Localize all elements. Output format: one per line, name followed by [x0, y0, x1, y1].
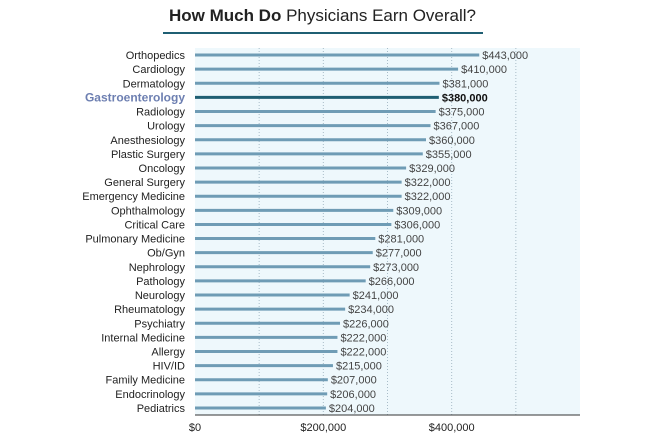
- category-label: Critical Care: [124, 219, 185, 231]
- category-label: Radiology: [136, 107, 185, 119]
- category-label: Ob/Gyn: [147, 248, 185, 260]
- category-label: Emergency Medicine: [82, 191, 185, 203]
- category-label: Plastic Surgery: [111, 149, 185, 161]
- value-label: $381,000: [442, 78, 488, 90]
- category-label: Endocrinology: [115, 389, 185, 401]
- chart-title: How Much Do Physicians Earn Overall?: [0, 6, 645, 26]
- category-label: Psychiatry: [134, 318, 185, 330]
- value-label: $207,000: [331, 375, 377, 387]
- category-label: Nephrology: [129, 262, 186, 274]
- category-label: Pathology: [136, 276, 185, 288]
- value-label: $360,000: [429, 135, 475, 147]
- category-label: Orthopedics: [126, 50, 186, 62]
- chart-title-bold: How Much Do: [168, 6, 282, 25]
- value-label: $206,000: [330, 389, 376, 401]
- title-underline: [163, 32, 483, 34]
- value-label: $322,000: [405, 191, 451, 203]
- category-label: Cardiology: [132, 64, 185, 76]
- category-label: Pediatrics: [137, 403, 186, 415]
- value-label: $306,000: [394, 219, 440, 231]
- value-label: $367,000: [433, 121, 479, 133]
- value-label: $380,000: [442, 92, 488, 104]
- category-label: Dermatology: [123, 78, 186, 90]
- value-label: $222,000: [340, 332, 386, 344]
- value-label: $281,000: [378, 234, 424, 246]
- category-label: Anesthesiology: [110, 135, 185, 147]
- value-label: $273,000: [373, 262, 419, 274]
- value-label: $204,000: [329, 403, 375, 415]
- value-label: $410,000: [461, 64, 507, 76]
- category-label: Internal Medicine: [101, 332, 185, 344]
- value-label: $355,000: [426, 149, 472, 161]
- category-label: Oncology: [139, 163, 186, 175]
- value-label: $222,000: [340, 346, 386, 358]
- value-label: $215,000: [336, 361, 382, 373]
- category-label: Family Medicine: [106, 375, 185, 387]
- x-tick-label: $200,000: [300, 422, 346, 434]
- value-label: $234,000: [348, 304, 394, 316]
- x-tick-label: $0: [189, 422, 201, 434]
- category-label: Allergy: [151, 346, 185, 358]
- category-label: Rheumatology: [114, 304, 185, 316]
- value-label: $241,000: [353, 290, 399, 302]
- category-label: General Surgery: [104, 177, 185, 189]
- category-label: Neurology: [135, 290, 186, 302]
- value-label: $266,000: [369, 276, 415, 288]
- value-label: $375,000: [439, 107, 485, 119]
- value-label: $309,000: [396, 205, 442, 217]
- x-tick-label: $400,000: [429, 422, 475, 434]
- category-label: Urology: [147, 121, 185, 133]
- chart-title-rest: Physicians Earn Overall?: [286, 6, 477, 25]
- category-label: Gastroenterology: [85, 90, 185, 104]
- value-label: $322,000: [405, 177, 451, 189]
- value-label: $277,000: [376, 248, 422, 260]
- value-label: $443,000: [482, 50, 528, 62]
- category-label: Ophthalmology: [111, 205, 185, 217]
- value-label: $226,000: [343, 318, 389, 330]
- category-label: HIV/ID: [153, 361, 185, 373]
- value-label: $329,000: [409, 163, 455, 175]
- category-label: Pulmonary Medicine: [85, 234, 185, 246]
